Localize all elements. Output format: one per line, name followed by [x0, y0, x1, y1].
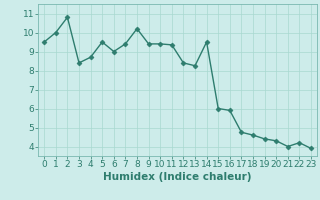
X-axis label: Humidex (Indice chaleur): Humidex (Indice chaleur): [103, 172, 252, 182]
